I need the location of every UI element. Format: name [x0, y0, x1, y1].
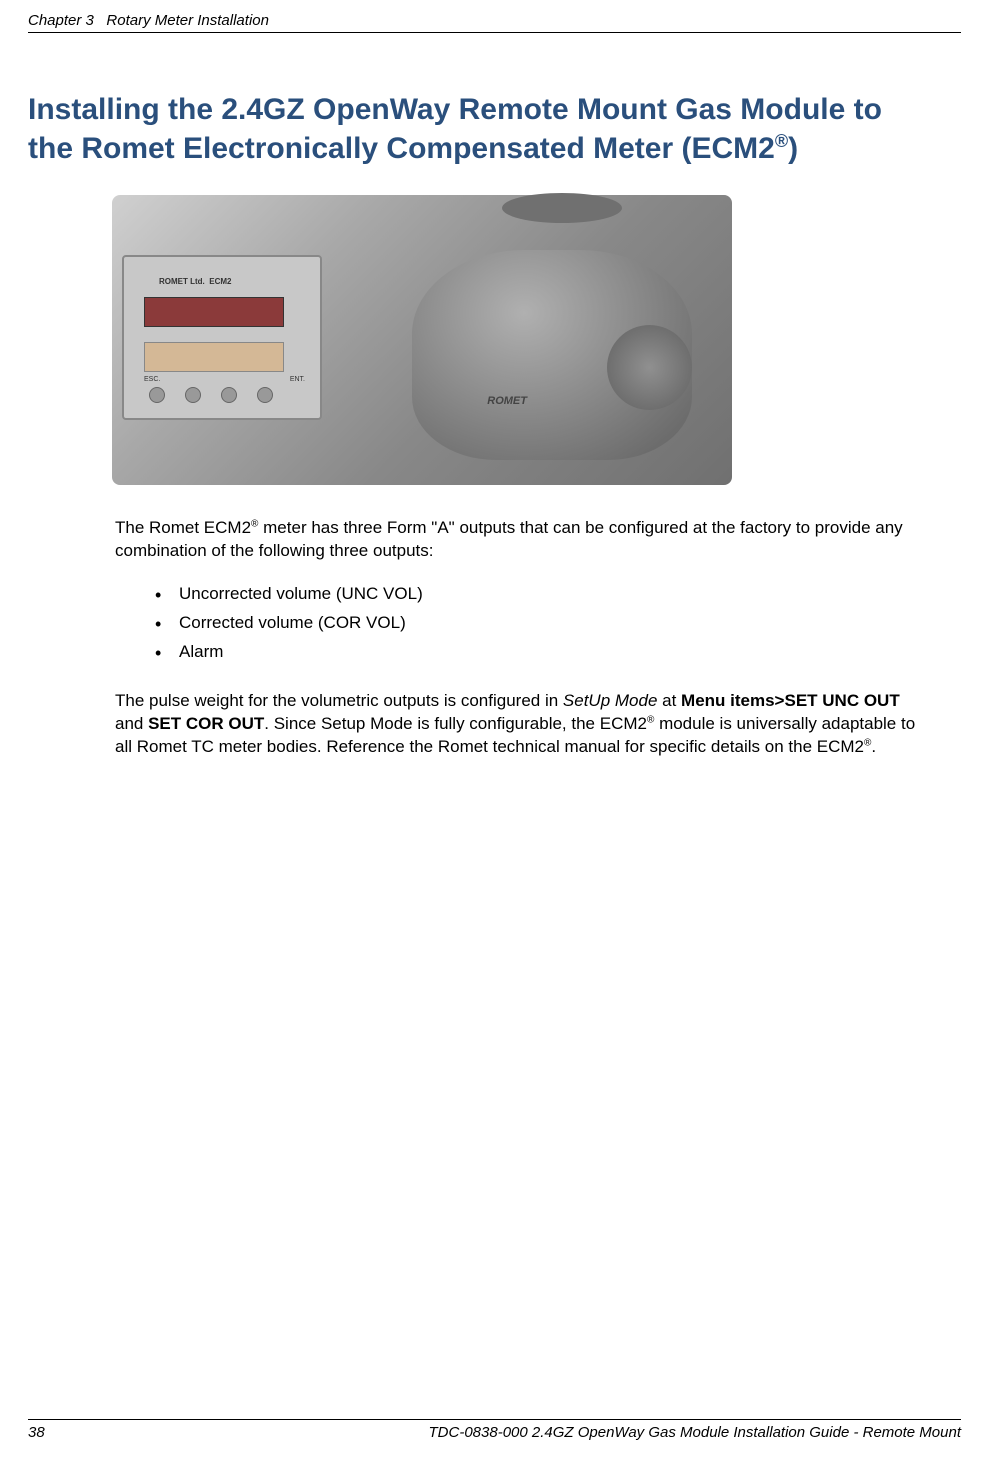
- intro-paragraph: The Romet ECM2® meter has three Form "A"…: [115, 517, 919, 563]
- meter-secondary-display: [144, 342, 284, 372]
- meter-display-box: ROMET Ltd. ECM2 ESC. ENT.: [122, 255, 322, 420]
- page-footer: 38 TDC-0838-000 2.4GZ OpenWay Gas Module…: [28, 1419, 961, 1441]
- ent-label: ENT.: [290, 376, 305, 383]
- main-heading: Installing the 2.4GZ OpenWay Remote Moun…: [28, 90, 929, 168]
- esc-label: ESC.: [144, 376, 160, 383]
- meter-body: ROMET: [412, 250, 692, 460]
- footer-title: TDC-0838-000 2.4GZ OpenWay Gas Module In…: [429, 1424, 961, 1441]
- config-paragraph: The pulse weight for the volumetric outp…: [115, 690, 919, 759]
- meter-photo: ROMET ROMET Ltd. ECM2 ESC. ENT.: [112, 195, 732, 485]
- list-item: Uncorrected volume (UNC VOL): [155, 580, 423, 609]
- output-list: Uncorrected volume (UNC VOL) Corrected v…: [155, 580, 423, 667]
- meter-lcd-display: [144, 297, 284, 327]
- chapter-label: Chapter 3 Rotary Meter Installation: [28, 12, 269, 29]
- meter-image-container: ROMET ROMET Ltd. ECM2 ESC. ENT.: [112, 195, 732, 485]
- list-item: Alarm: [155, 638, 423, 667]
- meter-flange-top: [502, 193, 622, 223]
- meter-manufacturer-label: ROMET Ltd. ECM2: [159, 277, 231, 286]
- meter-button: [185, 387, 201, 403]
- meter-button: [149, 387, 165, 403]
- page-number: 38: [28, 1424, 45, 1441]
- list-item: Corrected volume (COR VOL): [155, 609, 423, 638]
- meter-flange-side: [607, 325, 692, 410]
- meter-button: [221, 387, 237, 403]
- meter-body-label: ROMET: [487, 395, 527, 407]
- meter-buttons-row: [149, 387, 273, 403]
- meter-button: [257, 387, 273, 403]
- page-header: Chapter 3 Rotary Meter Installation: [28, 12, 961, 33]
